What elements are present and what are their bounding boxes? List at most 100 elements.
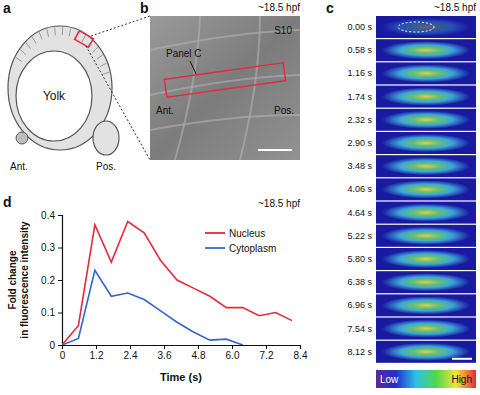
frame-signal [382,41,470,59]
time-label: 5.80 s [347,254,372,264]
y-tick-label: 0.3 [41,242,55,253]
frame [376,202,476,224]
x-tick-mark [96,345,97,349]
x-tick-label: 8.4 [294,350,308,361]
y-axis-title: Fold changein fluorescence intensity [7,221,30,339]
frame-signal [382,111,470,129]
micrograph [150,16,300,160]
frame-signal [382,64,470,82]
somite-boundary [62,27,63,35]
frame-signal [382,134,470,152]
figure: abcdYolkAnt.Pos.~18.5 hpfPanel CS10Ant.P… [0,0,480,395]
tissue-texture [150,115,300,130]
panel-label: a [3,0,11,16]
y-tick: 0.1 [41,307,62,318]
time-label: 4.64 s [347,208,372,218]
somite-boundary [69,28,70,36]
somite-boundary [97,55,103,59]
region-box [164,63,285,98]
time-label: 3.48 s [347,161,372,171]
scale-bar [258,149,292,151]
frame-signal [382,88,470,106]
somite-boundary [32,37,36,44]
time-label: 5.22 s [347,231,372,241]
frame [376,341,476,363]
somite-boundary [82,35,86,42]
x-tick-mark [266,345,267,349]
y-tick-mark [58,248,62,249]
y-axis-line [58,216,63,346]
panel-label: b [140,0,149,16]
y-axis: 00.10.20.30.4 [41,210,62,351]
time-label: 8.12 s [347,347,372,357]
frame [376,271,476,293]
x-tick: 4.8 [192,345,206,361]
time-label: 0.58 s [347,45,372,55]
somite-boundary [103,72,110,74]
frame-signal [382,18,470,36]
panel-label: d [3,194,12,210]
frame [376,248,476,270]
frame [376,294,476,316]
x-tick-label: 1.2 [90,350,104,361]
time-label: 7.54 s [347,324,372,334]
frame-signal [382,204,470,222]
legend: NucleusCytoplasm [205,228,276,254]
x-axis: 0 1.2 2.4 3.6 4.8 6.0 7.2 8.4 [60,345,308,361]
time-label: 2.90 s [347,138,372,148]
panel-a: YolkAnt.Pos. [8,16,150,172]
tissue-texture [175,16,200,160]
frame [376,225,476,247]
colorbar-high: High [451,374,472,385]
x-axis-line [63,346,301,350]
frame-signal [382,273,470,291]
legend-swatch [205,232,225,234]
x-tick: 7.2 [260,345,274,361]
somite-boundary [93,47,98,52]
zoom-line [86,46,150,160]
time-label: 1.74 s [347,92,372,102]
somite-boundary [54,27,56,35]
x-tick: 0 [60,345,66,361]
anterior-label: Ant. [10,161,28,172]
x-tick-label: 0 [60,350,66,361]
x-tick-mark [232,345,233,349]
y-tick-label: 0.1 [41,307,55,318]
nucleus-outline [398,22,434,32]
y-tick-mark [58,345,62,346]
x-tick-mark [300,345,301,349]
y-tick: 0.2 [41,275,62,286]
embryo-tail [93,121,119,155]
x-tick: 2.4 [124,345,138,361]
yolk-label: Yolk [43,89,66,103]
panel-d: 01.22.43.64.86.07.28.400.10.20.30.4~18.5… [7,198,308,383]
anterior-label: Ant. [156,105,174,116]
stage-label: ~18.5 hpf [258,2,300,13]
frame [376,16,476,38]
frame-signal [382,180,470,198]
x-tick: 3.6 [158,345,172,361]
frame [376,86,476,108]
frame-signal [382,250,470,268]
somite-boundary [47,29,49,37]
somite-label: S10 [274,25,292,36]
y-tick-mark [58,313,62,314]
x-tick-label: 6.0 [226,350,240,361]
region-box [75,31,94,48]
plot-lines [62,222,292,346]
colorbar-low: Low [380,374,399,385]
y-tick-label: 0 [49,340,55,351]
inset-label: Panel C [166,48,202,59]
time-label: 6.38 s [347,277,372,287]
somite-boundary [16,58,22,62]
x-tick-mark [130,345,131,349]
time-label: 2.32 s [347,115,372,125]
x-tick-label: 4.8 [192,350,206,361]
y-tick: 0.3 [41,242,62,253]
colorbar [376,370,476,388]
somite-boundary [39,32,42,39]
x-tick-label: 3.6 [158,350,172,361]
somite-boundary [26,43,31,49]
x-tick-mark [164,345,165,349]
legend-label: Nucleus [229,228,265,239]
